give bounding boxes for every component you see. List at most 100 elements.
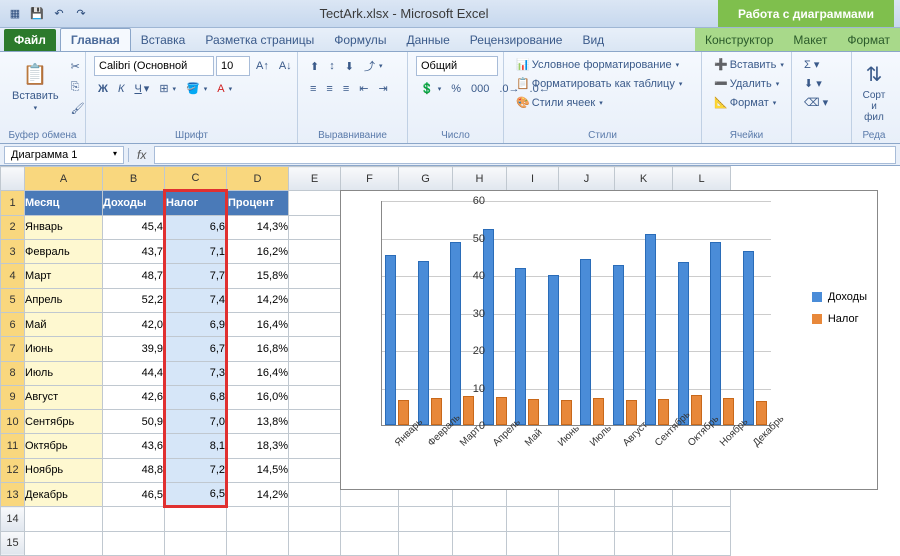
- cell[interactable]: [227, 531, 289, 555]
- cell[interactable]: [615, 531, 673, 555]
- row-header-12[interactable]: 12: [1, 458, 25, 482]
- cell-tax[interactable]: 6,7: [165, 337, 227, 361]
- cell[interactable]: [165, 531, 227, 555]
- align-middle-icon[interactable]: ↕: [325, 58, 339, 74]
- cell-tax[interactable]: 6,5: [165, 483, 227, 507]
- cell-month[interactable]: Декабрь: [25, 483, 103, 507]
- cell-month[interactable]: Август: [25, 385, 103, 409]
- tab-Формулы[interactable]: Формулы: [324, 29, 396, 51]
- cell[interactable]: [453, 531, 507, 555]
- col-header-F[interactable]: F: [341, 167, 399, 191]
- cell[interactable]: [399, 507, 453, 531]
- cell-percent[interactable]: 16,4%: [227, 312, 289, 336]
- header-cell[interactable]: Процент: [227, 191, 289, 215]
- row-header-4[interactable]: 4: [1, 264, 25, 288]
- cell-percent[interactable]: 13,8%: [227, 410, 289, 434]
- align-left-icon[interactable]: ≡: [306, 81, 320, 97]
- tab-Главная[interactable]: Главная: [60, 28, 131, 51]
- indent-dec-icon[interactable]: ⇤: [355, 80, 372, 97]
- cell-tax[interactable]: 7,3: [165, 361, 227, 385]
- cell[interactable]: [615, 507, 673, 531]
- col-header-G[interactable]: G: [399, 167, 453, 191]
- cell[interactable]: [289, 264, 341, 288]
- cell[interactable]: [289, 191, 341, 215]
- embedded-chart[interactable]: ЯнварьФевральМартАпрельМайИюньИюльАвгуст…: [340, 190, 878, 490]
- orientation-icon[interactable]: ⤴: [360, 56, 387, 76]
- row-header-11[interactable]: 11: [1, 434, 25, 458]
- insert-cells-button[interactable]: ➕ Вставить: [710, 56, 783, 73]
- cell[interactable]: [103, 531, 165, 555]
- cell-percent[interactable]: 18,3%: [227, 434, 289, 458]
- cell-tax[interactable]: 6,9: [165, 312, 227, 336]
- cell-percent[interactable]: 14,2%: [227, 288, 289, 312]
- tab-Формат[interactable]: Формат: [837, 29, 900, 51]
- cell-income[interactable]: 52,2: [103, 288, 165, 312]
- col-header-A[interactable]: A: [25, 167, 103, 191]
- cell-income[interactable]: 48,7: [103, 264, 165, 288]
- cell[interactable]: [25, 507, 103, 531]
- cell[interactable]: [227, 507, 289, 531]
- format-as-table-button[interactable]: 📋 Форматировать как таблицу: [512, 75, 693, 92]
- cell-month[interactable]: Апрель: [25, 288, 103, 312]
- tab-Макет[interactable]: Макет: [783, 29, 837, 51]
- cell[interactable]: [289, 434, 341, 458]
- cell-income[interactable]: 42,6: [103, 385, 165, 409]
- border-button[interactable]: ⊞: [155, 80, 180, 97]
- cell-month[interactable]: Март: [25, 264, 103, 288]
- tab-Вид[interactable]: Вид: [572, 29, 614, 51]
- cell-month[interactable]: Июль: [25, 361, 103, 385]
- cell-tax[interactable]: 7,4: [165, 288, 227, 312]
- row-header-6[interactable]: 6: [1, 312, 25, 336]
- cell-month[interactable]: Сентябрь: [25, 410, 103, 434]
- col-header-I[interactable]: I: [507, 167, 559, 191]
- cell[interactable]: [289, 312, 341, 336]
- cell[interactable]: [289, 337, 341, 361]
- cell[interactable]: [341, 507, 399, 531]
- cell-tax[interactable]: 7,7: [165, 264, 227, 288]
- row-header-10[interactable]: 10: [1, 410, 25, 434]
- row-header-8[interactable]: 8: [1, 361, 25, 385]
- redo-icon[interactable]: ↷: [72, 5, 90, 23]
- cell[interactable]: [399, 531, 453, 555]
- currency-icon[interactable]: 💲: [416, 80, 445, 97]
- cell-income[interactable]: 39,9: [103, 337, 165, 361]
- tab-Данные[interactable]: Данные: [396, 29, 459, 51]
- cell-month[interactable]: Май: [25, 312, 103, 336]
- cell-income[interactable]: 43,7: [103, 239, 165, 263]
- name-box[interactable]: Диаграмма 1▾: [4, 146, 124, 164]
- cell[interactable]: [289, 531, 341, 555]
- col-header-E[interactable]: E: [289, 167, 341, 191]
- cell-percent[interactable]: 14,5%: [227, 458, 289, 482]
- delete-cells-button[interactable]: ➖ Удалить: [710, 75, 783, 92]
- paste-button[interactable]: 📋 Вставить ▾: [8, 56, 63, 116]
- save-icon[interactable]: 💾: [28, 5, 46, 23]
- cell[interactable]: [289, 410, 341, 434]
- row-header-7[interactable]: 7: [1, 337, 25, 361]
- cell-income[interactable]: 42,0: [103, 312, 165, 336]
- cell-percent[interactable]: 16,8%: [227, 337, 289, 361]
- cell[interactable]: [453, 507, 507, 531]
- cell[interactable]: [289, 215, 341, 239]
- number-format-select[interactable]: [416, 56, 498, 76]
- conditional-format-button[interactable]: 📊 Условное форматирование: [512, 56, 693, 73]
- align-right-icon[interactable]: ≡: [339, 81, 353, 97]
- align-bottom-icon[interactable]: ⬇: [341, 58, 358, 75]
- tab-file[interactable]: Файл: [4, 29, 56, 51]
- cell[interactable]: [673, 531, 731, 555]
- comma-icon[interactable]: 000: [467, 81, 493, 97]
- cell-income[interactable]: 45,4: [103, 215, 165, 239]
- excel-icon[interactable]: ▦: [6, 5, 24, 23]
- align-center-icon[interactable]: ≡: [322, 81, 336, 97]
- col-header-L[interactable]: L: [673, 167, 731, 191]
- cell-month[interactable]: Январь: [25, 215, 103, 239]
- format-cells-button[interactable]: 📐 Формат: [710, 94, 783, 111]
- cell-percent[interactable]: 14,2%: [227, 483, 289, 507]
- tab-Вставка[interactable]: Вставка: [131, 29, 196, 51]
- col-header-D[interactable]: D: [227, 167, 289, 191]
- cell-month[interactable]: Февраль: [25, 239, 103, 263]
- tab-Рецензирование[interactable]: Рецензирование: [460, 29, 573, 51]
- cell-income[interactable]: 50,9: [103, 410, 165, 434]
- cell[interactable]: [559, 507, 615, 531]
- autosum-icon[interactable]: Σ ▾: [800, 56, 843, 73]
- cell[interactable]: [289, 507, 341, 531]
